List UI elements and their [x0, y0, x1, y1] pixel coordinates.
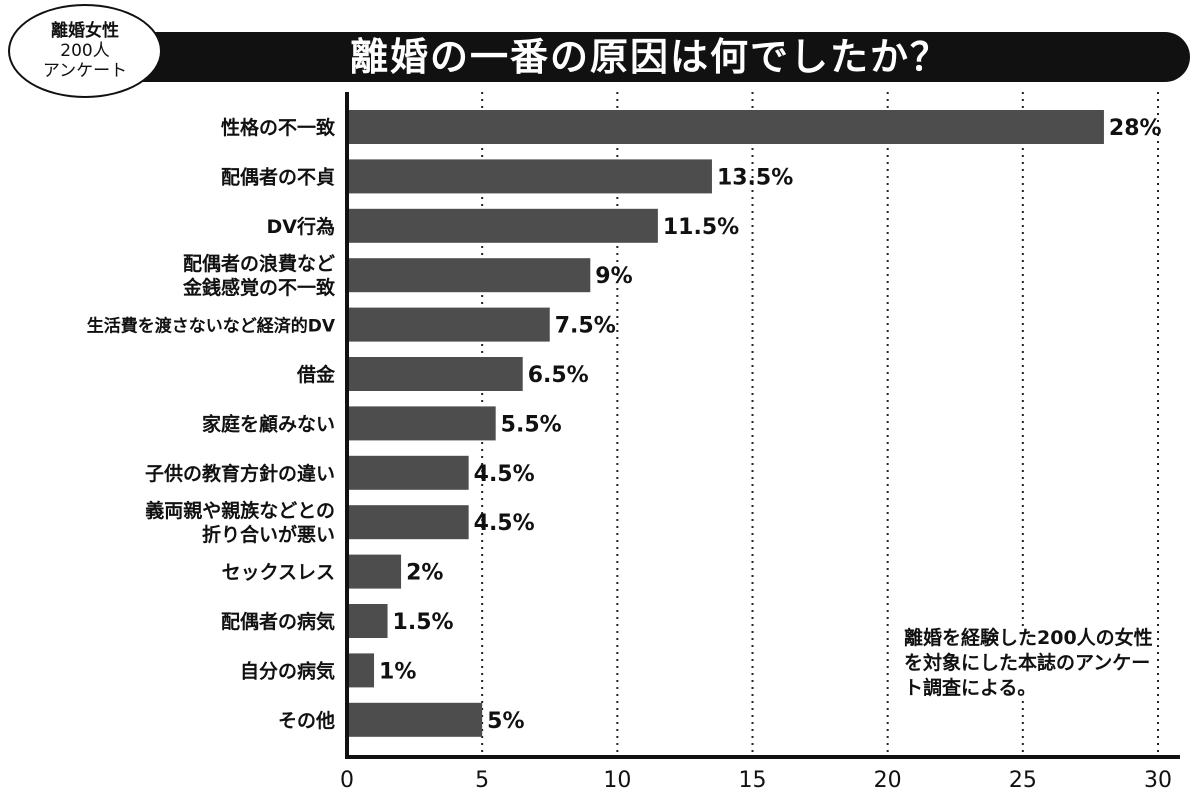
data-label: 11.5%	[663, 215, 739, 240]
data-label: 5%	[487, 709, 524, 734]
bar	[347, 307, 550, 342]
category-label: 折り合いが悪い	[202, 523, 335, 546]
badge-line: アンケート	[42, 61, 128, 81]
category-label: 性格の不一致	[221, 116, 336, 139]
data-label: 4.5%	[474, 462, 535, 487]
x-tick-label: 30	[1144, 768, 1172, 793]
badge-line: 離婚女性	[51, 21, 119, 41]
x-tick-label: 10	[603, 768, 631, 793]
data-label: 2%	[406, 561, 443, 586]
bar	[347, 604, 388, 638]
data-label: 6.5%	[528, 363, 589, 388]
data-label: 1.5%	[393, 610, 454, 635]
data-label: 5.5%	[501, 412, 562, 437]
data-label: 1%	[379, 659, 416, 684]
category-label: 金銭感覚の不一致	[182, 276, 336, 299]
category-label: 配偶者の病気	[221, 610, 335, 633]
category-label: 家庭を顧みない	[202, 412, 335, 435]
category-label: 生活費を渡さないなど経済的DV	[87, 316, 336, 337]
x-tick-label: 5	[475, 768, 489, 793]
badge-line: 200人	[60, 41, 110, 61]
bar	[347, 406, 496, 441]
x-tick-label: 0	[340, 768, 354, 793]
bar	[347, 554, 402, 589]
data-label: 4.5%	[474, 511, 535, 536]
category-label: 配偶者の浪費など	[183, 252, 335, 275]
category-label: 子供の教育方針の違い	[145, 462, 335, 485]
category-label: 義両親や親族などとの	[145, 499, 335, 522]
bar	[347, 357, 523, 391]
bar	[347, 110, 1104, 144]
x-tick-label: 15	[739, 768, 767, 793]
category-label: セックスレス	[222, 562, 335, 584]
category-label: その他	[278, 709, 335, 732]
bar	[347, 159, 712, 194]
bar	[347, 653, 375, 688]
survey-note: 離婚を経験した200人の女性を対象にした本誌のアンケート調査による。	[904, 626, 1154, 701]
data-label: 7.5%	[555, 314, 616, 339]
title-bar	[95, 32, 1190, 82]
bar	[347, 258, 591, 293]
bar	[347, 505, 469, 540]
bar	[347, 702, 483, 737]
chart-title: 離婚の一番の原因は何でしたか？	[349, 35, 950, 79]
category-label: 配偶者の不貞	[221, 165, 335, 188]
survey-badge: 離婚女性 200人 アンケート	[8, 4, 162, 98]
bar	[347, 455, 469, 490]
x-tick-label: 25	[1009, 768, 1037, 793]
data-label: 9%	[595, 264, 632, 289]
bar	[347, 208, 658, 243]
x-tick-label: 20	[874, 768, 902, 793]
category-label: 自分の病気	[240, 659, 335, 682]
category-label: 借金	[296, 363, 336, 386]
category-label: DV行為	[267, 215, 335, 238]
data-label: 28%	[1109, 116, 1162, 141]
data-label: 13.5%	[717, 165, 793, 190]
